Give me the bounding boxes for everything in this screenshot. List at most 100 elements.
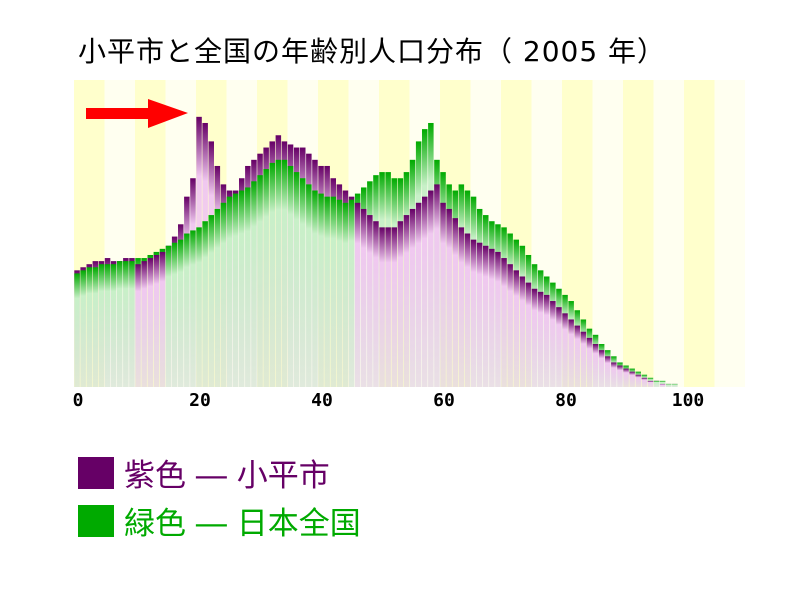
bar-japan: [74, 273, 80, 387]
bar-japan: [98, 264, 105, 387]
bar-kodaira: [470, 239, 477, 387]
bar-japan: [672, 383, 678, 387]
bar-kodaira: [153, 254, 160, 387]
bar-kodaira: [525, 282, 532, 387]
bar-kodaira: [159, 251, 166, 387]
bar-japan: [324, 196, 330, 387]
bar-japan: [202, 221, 208, 387]
bar-kodaira: [141, 261, 147, 387]
bar-kodaira: [574, 325, 580, 387]
age-bars: [74, 116, 678, 387]
bar-japan: [281, 159, 288, 387]
bar-kodaira: [476, 242, 483, 387]
bar-kodaira: [507, 264, 513, 387]
bar-japan: [348, 199, 355, 387]
bar-japan: [184, 233, 190, 387]
x-tick-label: 60: [433, 390, 455, 411]
bar-kodaira: [446, 208, 452, 387]
bar-japan: [251, 181, 257, 387]
bar-kodaira: [659, 383, 666, 387]
legend-japan-text: 緑色 ― 日本全国: [124, 506, 361, 542]
bar-kodaira: [409, 208, 416, 387]
bar-japan: [123, 261, 129, 387]
bar-japan: [666, 383, 672, 387]
bar-japan: [330, 196, 336, 387]
bar-kodaira: [598, 350, 605, 387]
bar-japan: [257, 175, 263, 387]
bar-kodaira: [568, 319, 574, 387]
bar-kodaira: [556, 307, 562, 387]
bar-japan: [275, 159, 282, 387]
bar-japan: [226, 196, 233, 387]
bar-kodaira: [629, 371, 635, 387]
bar-kodaira: [458, 227, 465, 387]
bar-kodaira: [452, 218, 458, 387]
bar-japan: [220, 202, 227, 387]
x-tick-label: 0: [73, 390, 84, 411]
bar-kodaira: [501, 258, 507, 387]
bar-japan: [318, 193, 324, 387]
bar-kodaira: [537, 291, 544, 387]
bar-kodaira: [519, 276, 526, 387]
bar-japan: [196, 227, 202, 387]
bar-kodaira: [397, 221, 404, 387]
bar-japan: [104, 264, 111, 387]
bar-japan: [269, 162, 275, 387]
bar-japan: [312, 190, 318, 387]
bar-japan: [342, 202, 349, 387]
bar-kodaira: [385, 227, 391, 387]
bar-kodaira: [531, 288, 538, 387]
bar-japan: [653, 380, 660, 387]
legend-kodaira-swatch: [78, 456, 114, 489]
bar-kodaira: [464, 233, 471, 387]
arrow-head: [148, 99, 188, 128]
legend-kodaira-text: 紫色 ― 小平市: [124, 458, 330, 494]
bar-kodaira: [489, 248, 495, 387]
bar-kodaira: [391, 227, 397, 387]
bar-kodaira: [373, 221, 379, 387]
bar-kodaira: [403, 215, 410, 387]
age-band: [714, 80, 745, 387]
bar-kodaira: [586, 337, 593, 387]
bar-japan: [300, 178, 306, 387]
bar-japan: [110, 264, 117, 387]
bar-kodaira: [135, 264, 141, 387]
bar-kodaira: [483, 245, 489, 387]
bar-japan: [80, 270, 86, 387]
bar-kodaira: [495, 251, 501, 387]
bar-kodaira: [428, 190, 434, 387]
bar-japan: [86, 267, 92, 387]
x-tick-label: 80: [555, 390, 577, 411]
bar-japan: [92, 267, 99, 387]
bar-kodaira: [367, 215, 373, 387]
red-arrow-annotation: [86, 99, 188, 128]
legend-japan-swatch: [78, 504, 114, 537]
bar-kodaira: [611, 362, 617, 387]
bar-kodaira: [592, 344, 599, 387]
legend-japan: 緑色 ― 日本全国: [78, 498, 361, 543]
arrow-shaft: [86, 108, 150, 119]
bar-japan: [165, 245, 172, 387]
bar-japan: [245, 187, 251, 387]
bar-kodaira: [635, 374, 641, 387]
bar-japan: [117, 261, 123, 387]
bar-japan: [263, 169, 269, 387]
bar-kodaira: [147, 258, 153, 387]
legend-kodaira: 紫色 ― 小平市: [78, 450, 330, 495]
bar-japan: [214, 208, 221, 387]
bar-kodaira: [354, 202, 361, 387]
bar-kodaira: [440, 202, 446, 387]
bar-japan: [178, 239, 184, 387]
chart-title: 小平市と全国の年齢別人口分布（ 2005 年）: [78, 35, 667, 68]
age-band: [623, 80, 654, 387]
age-band: [653, 80, 684, 387]
bar-kodaira: [550, 301, 556, 387]
bar-japan: [306, 184, 312, 387]
bar-japan: [232, 193, 239, 387]
age-band: [684, 80, 715, 387]
x-tick-label: 20: [189, 390, 211, 411]
bar-kodaira: [544, 294, 550, 387]
bar-japan: [171, 242, 178, 387]
bar-kodaira: [647, 380, 654, 387]
